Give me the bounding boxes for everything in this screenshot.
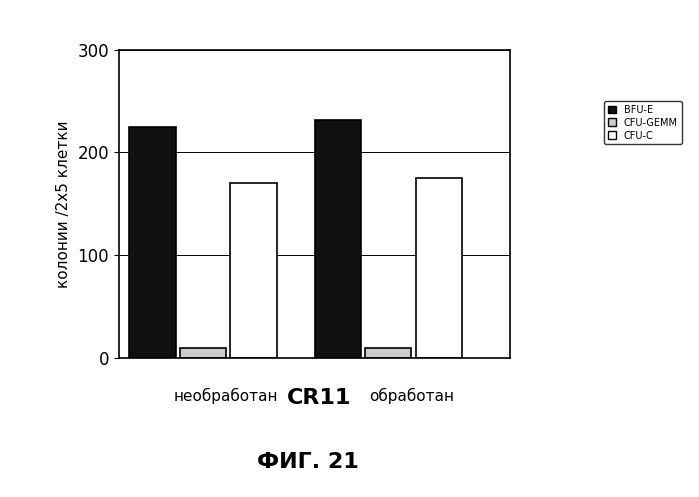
Bar [315, 120, 361, 358]
Text: необработан: необработан [174, 388, 278, 404]
Bar [129, 127, 175, 358]
Bar [365, 347, 411, 358]
Text: обработан: обработан [369, 388, 454, 404]
Text: CR11: CR11 [287, 388, 351, 408]
Y-axis label: колонии /2х5 клетки: колонии /2х5 клетки [55, 120, 71, 288]
Text: ФИГ. 21: ФИГ. 21 [257, 452, 359, 472]
Bar [180, 347, 226, 358]
Bar [231, 183, 277, 358]
Bar [416, 178, 462, 358]
Legend: BFU-E, CFU-GEMM, CFU-C: BFU-E, CFU-GEMM, CFU-C [604, 101, 682, 145]
